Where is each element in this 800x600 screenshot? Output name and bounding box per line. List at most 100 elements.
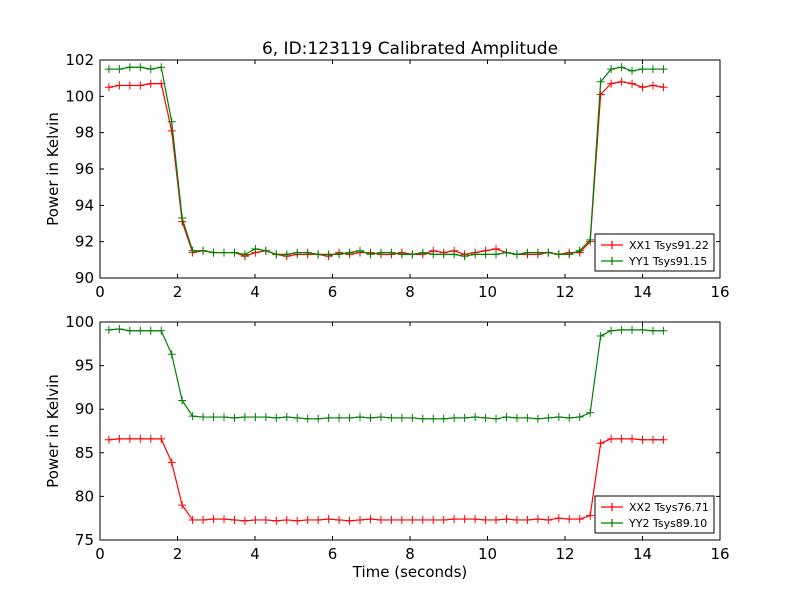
data-point xyxy=(408,250,417,259)
data-point xyxy=(596,90,605,99)
data-point xyxy=(314,250,323,259)
data-point xyxy=(335,515,344,524)
y-tick-label: 98 xyxy=(75,124,94,142)
data-point xyxy=(628,79,637,88)
data-point xyxy=(272,516,281,525)
data-point xyxy=(648,65,657,74)
data-point xyxy=(335,413,344,422)
data-point xyxy=(104,325,113,334)
data-point xyxy=(628,66,637,75)
data-point xyxy=(209,413,218,422)
data-point xyxy=(115,324,124,333)
top-ylabel: Power in Kelvin xyxy=(44,112,62,226)
data-point xyxy=(502,515,511,524)
data-point xyxy=(345,516,354,525)
data-point xyxy=(659,65,668,74)
data-point xyxy=(293,516,302,525)
legend-box xyxy=(594,233,715,272)
data-point xyxy=(648,435,657,444)
data-point xyxy=(575,246,584,255)
data-point xyxy=(607,326,616,335)
data-point xyxy=(460,515,469,524)
x-tick-label: 16 xyxy=(710,545,729,563)
x-tick-label: 8 xyxy=(405,545,415,563)
data-point xyxy=(220,515,228,524)
data-point xyxy=(408,515,417,524)
data-point xyxy=(220,413,228,422)
y-tick-label: 100 xyxy=(65,87,94,105)
data-point xyxy=(115,65,124,74)
data-point xyxy=(230,515,239,524)
data-point xyxy=(345,413,354,422)
data-point xyxy=(157,63,166,72)
data-point xyxy=(481,250,490,259)
data-point xyxy=(523,413,532,422)
legend-marker xyxy=(601,241,623,249)
x-tick-label: 8 xyxy=(405,283,415,301)
y-tick-label: 75 xyxy=(75,531,94,549)
data-point xyxy=(471,515,480,524)
y-tick-label: 80 xyxy=(75,487,94,505)
data-point xyxy=(136,81,145,90)
x-tick-label: 10 xyxy=(478,283,497,301)
data-point xyxy=(450,515,459,524)
data-point xyxy=(554,250,563,259)
data-point xyxy=(261,413,270,422)
data-point xyxy=(366,515,375,524)
data-point xyxy=(596,77,605,86)
data-point xyxy=(481,515,490,524)
data-point xyxy=(199,515,208,524)
data-point xyxy=(335,250,344,259)
data-point xyxy=(282,250,291,259)
bottom-axes: 0 2 4 6 8 10 12 14 16 75 80 85 90 95 100 XX2 Tsys76.71 Y… xyxy=(65,313,729,563)
data-point xyxy=(376,515,385,524)
data-point xyxy=(450,413,459,422)
top-axes: 0 2 4 6 8 10 12 14 16 90 92 94 96 98 100 102 XX1 Tsys91.… xyxy=(65,51,729,301)
y-tick-label: 90 xyxy=(75,269,94,287)
x-tick-label: 2 xyxy=(173,545,183,563)
data-point xyxy=(146,65,155,74)
x-tick-label: 14 xyxy=(633,283,652,301)
data-point xyxy=(617,434,626,443)
data-point xyxy=(125,434,134,443)
bottom-ylabel: Power in Kelvin xyxy=(44,374,62,488)
legend-label: XX2 Tsys76.71 xyxy=(629,501,709,514)
data-point xyxy=(251,413,260,422)
data-point xyxy=(356,515,365,524)
data-point xyxy=(565,515,574,524)
data-point xyxy=(366,413,375,422)
data-point xyxy=(575,515,584,524)
data-point xyxy=(188,412,197,421)
data-point xyxy=(512,515,521,524)
data-point xyxy=(492,250,501,259)
data-point xyxy=(293,413,302,422)
x-tick-label: 0 xyxy=(95,545,105,563)
data-point xyxy=(324,250,333,259)
y-tick-label: 94 xyxy=(75,196,94,214)
legend: XX1 Tsys91.22 YY1 Tsys91.15 xyxy=(594,233,715,272)
data-point xyxy=(324,515,333,524)
data-point xyxy=(157,326,166,335)
data-point xyxy=(544,248,553,257)
data-point xyxy=(512,250,521,259)
data-point xyxy=(533,414,542,423)
legend-box xyxy=(594,495,715,534)
data-point xyxy=(544,413,553,422)
data-point xyxy=(565,250,574,259)
data-point xyxy=(356,413,365,422)
x-tick-label: 6 xyxy=(328,545,338,563)
data-point xyxy=(136,63,145,72)
data-point xyxy=(125,63,134,72)
data-point xyxy=(209,248,218,257)
data-point xyxy=(178,501,187,510)
data-point xyxy=(125,326,134,335)
y-tick-label: 96 xyxy=(75,160,94,178)
data-point xyxy=(460,413,469,422)
data-point xyxy=(178,214,187,223)
legend-marker xyxy=(601,519,623,527)
data-point xyxy=(397,515,406,524)
data-point xyxy=(376,248,385,257)
data-point xyxy=(439,414,448,423)
legend-marker xyxy=(601,503,623,511)
